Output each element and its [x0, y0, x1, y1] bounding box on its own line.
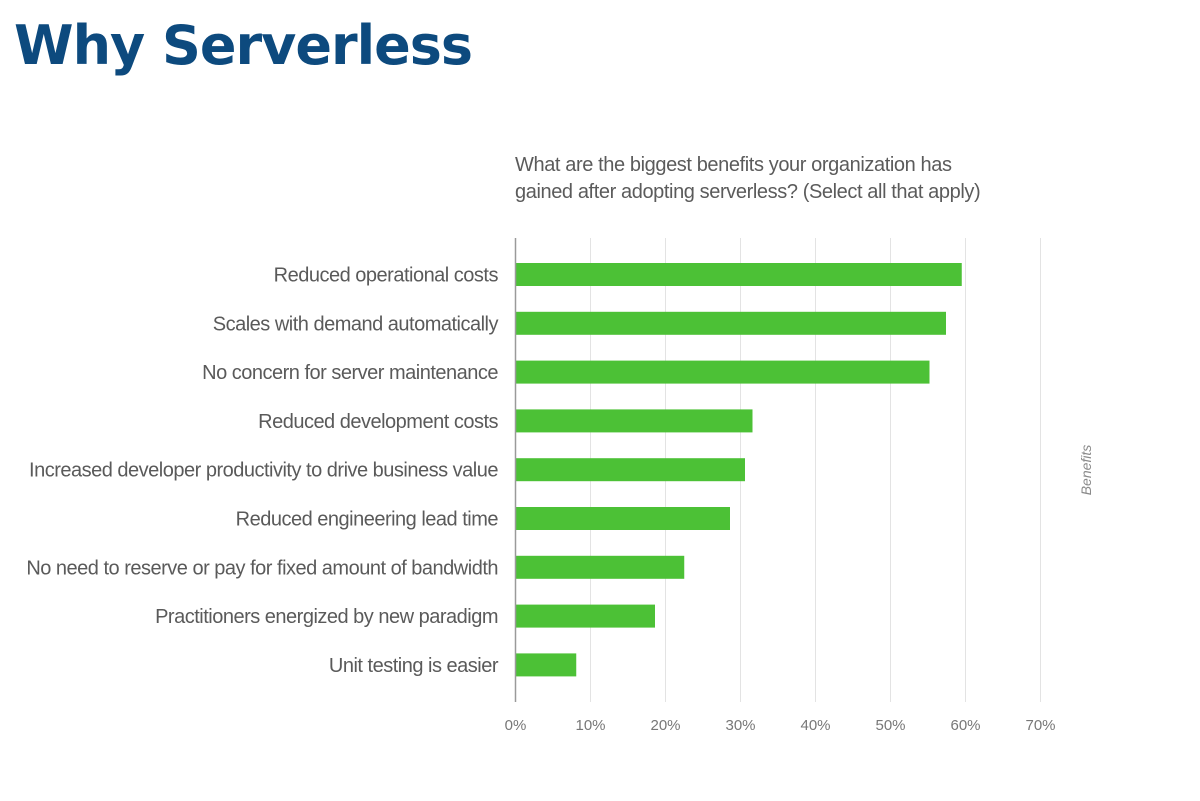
category-label: Reduced engineering lead time [236, 509, 499, 531]
bar [515, 360, 930, 384]
category-label: Reduced development costs [258, 411, 498, 433]
category-label: Unit testing is easier [329, 655, 499, 677]
bar [515, 653, 577, 677]
x-tick-label: 30% [725, 717, 755, 734]
x-tick-label: 40% [800, 717, 830, 734]
x-tick-label: 10% [575, 717, 605, 734]
x-tick-label: 70% [1025, 717, 1055, 734]
bar [515, 604, 655, 628]
category-label: Practitioners energized by new paradigm [155, 606, 498, 628]
x-tick-label: 50% [875, 717, 905, 734]
x-tick-labels: 0% 10% 20% 30% 40% 50% 60% 70% [505, 717, 1056, 734]
category-label: No need to reserve or pay for fixed amou… [26, 557, 498, 579]
slide-title: Why Serverless [14, 14, 473, 77]
bar [515, 507, 730, 530]
bar [515, 311, 946, 335]
category-label: Scales with demand automatically [213, 313, 499, 335]
chart-title: What are the biggest benefits your organ… [515, 154, 981, 203]
category-label: Reduced operational costs [274, 265, 499, 287]
category-label: Increased developer productivity to driv… [29, 460, 498, 482]
category-labels: Reduced operational costs Scales with dem… [26, 265, 499, 677]
bar [515, 458, 745, 482]
bar [515, 555, 685, 579]
x-tick-label: 0% [505, 717, 527, 734]
x-tick-label: 20% [650, 717, 680, 734]
bar [515, 263, 962, 286]
x-tick-label: 60% [950, 717, 980, 734]
series-side-label: Benefits [1078, 445, 1094, 496]
category-label: No concern for server maintenance [202, 362, 498, 384]
bars [515, 263, 962, 677]
bar [515, 409, 753, 433]
